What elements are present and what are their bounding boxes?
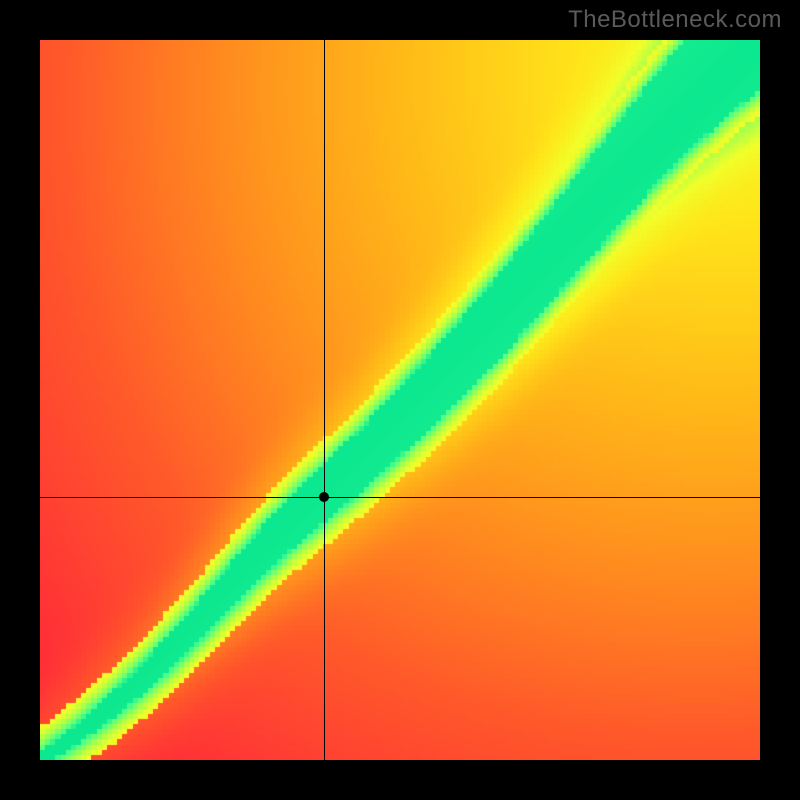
chart-container: TheBottleneck.com <box>0 0 800 800</box>
marker-dot <box>319 492 329 502</box>
crosshair-horizontal <box>40 497 760 498</box>
heatmap-canvas <box>40 40 760 760</box>
plot-area <box>40 40 760 760</box>
crosshair-vertical <box>324 40 325 760</box>
watermark-text: TheBottleneck.com <box>568 6 782 34</box>
